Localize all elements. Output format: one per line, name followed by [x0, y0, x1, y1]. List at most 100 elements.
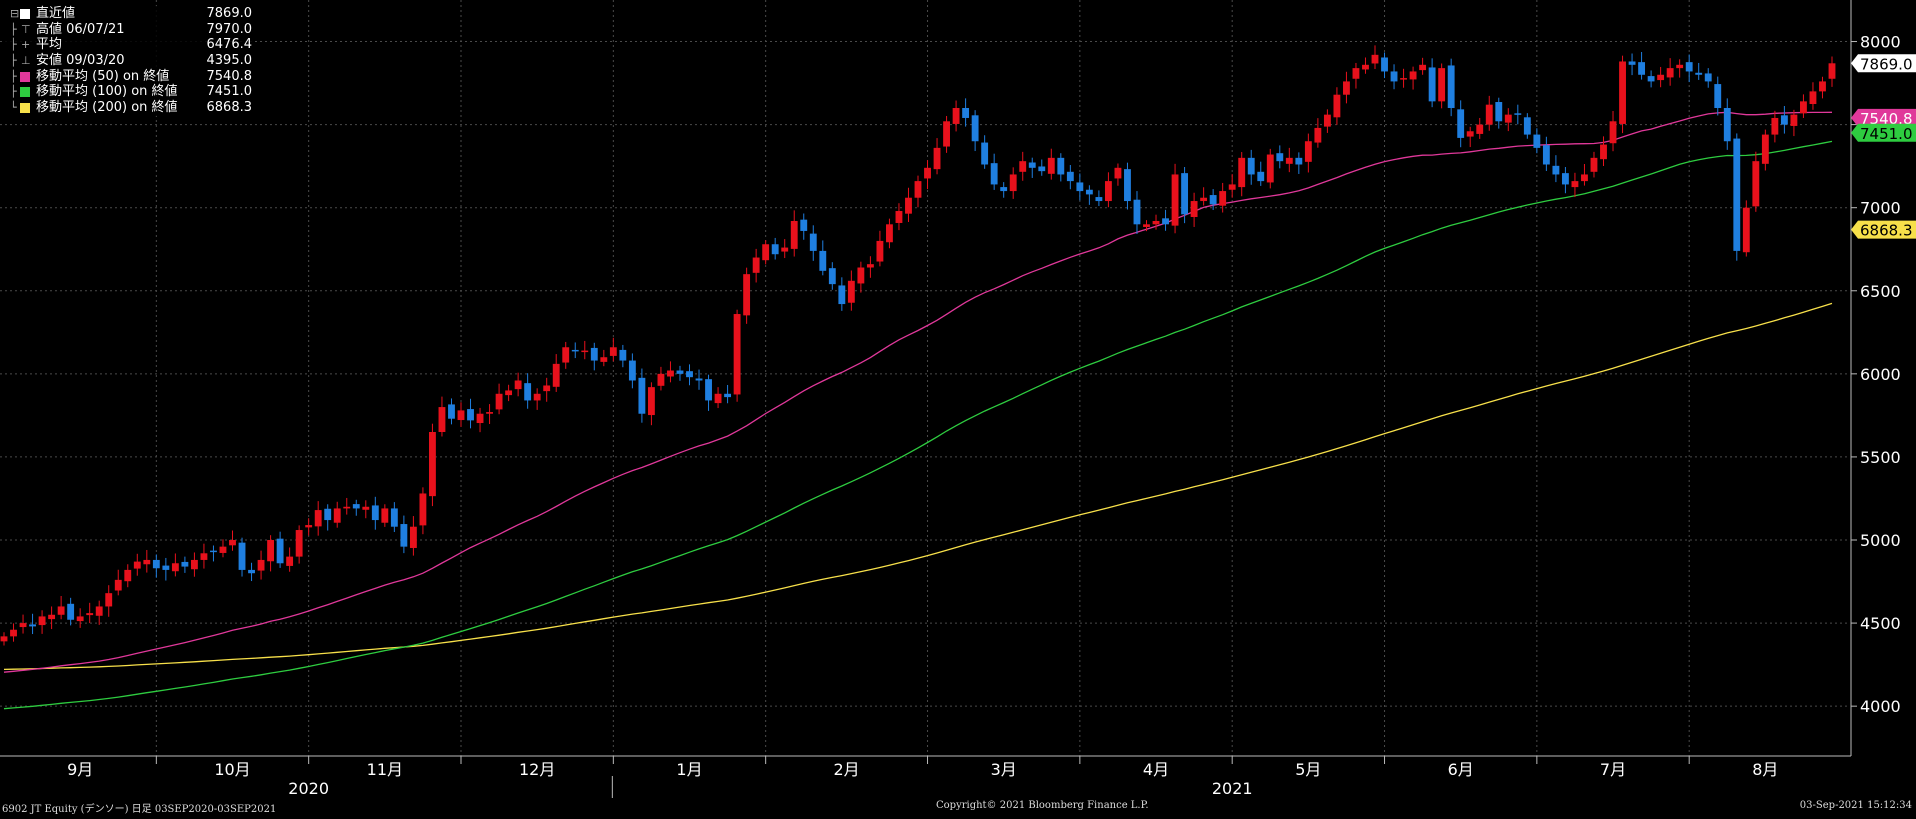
- legend-row: └ 移動平均 (200) on 終値 6868.3: [4, 100, 252, 116]
- candle-body: [886, 224, 893, 243]
- legend-label: 移動平均 (100) on 終値: [36, 84, 178, 100]
- legend-row: ├ ⊥ 安値 09/03/20 4395.0: [4, 53, 252, 69]
- candle-body: [1457, 109, 1465, 138]
- candle-body: [1124, 169, 1131, 202]
- candle-body: [1066, 171, 1074, 182]
- y-tick-label: 7000: [1860, 199, 1901, 218]
- candle-body: [943, 121, 950, 147]
- candle-body: [1523, 117, 1531, 135]
- legend-label: 移動平均 (50) on 終値: [36, 68, 170, 84]
- x-axis: 9月 10月 11月 12月 1月 2月 3月 4月 5月 6月 7月 8月 2020 2021: [67, 756, 1778, 798]
- x-tick-label: 2月: [834, 760, 860, 779]
- candle-body: [1780, 115, 1788, 125]
- candle-body: [1095, 197, 1103, 202]
- candles: [0, 45, 1836, 646]
- x-tick-label: 5月: [1295, 760, 1321, 779]
- candle-body: [267, 540, 275, 562]
- candle-body: [295, 530, 303, 557]
- candle-body: [1390, 71, 1398, 82]
- candle-body: [876, 240, 884, 262]
- candle-body: [1533, 134, 1541, 148]
- candle-body: [1447, 65, 1455, 108]
- candle-body: [924, 167, 931, 179]
- candle-body: [609, 347, 617, 356]
- candle-body: [76, 616, 84, 622]
- candle-body: [200, 553, 208, 560]
- candle-body: [0, 636, 8, 642]
- legend-tree-icon: └: [10, 101, 17, 115]
- y-axis: 400045005000550060006500700075008000: [0, 0, 1901, 757]
- legend-row: ├ + 平均 6476.4: [4, 37, 252, 53]
- legend-value: 6476.4: [206, 37, 253, 53]
- candle-body: [133, 561, 141, 569]
- legend-value: 7540.8: [206, 68, 253, 84]
- candle-body: [124, 569, 132, 582]
- candle-body: [905, 197, 912, 214]
- candle-body: [114, 579, 122, 591]
- last-value-text: 6868.3: [1860, 222, 1913, 240]
- legend-tree-icon: ├: [10, 69, 17, 83]
- candle-body: [857, 267, 865, 284]
- candle-body: [1333, 94, 1341, 118]
- candle-body: [952, 108, 960, 124]
- y-tick-label: 4500: [1860, 614, 1901, 633]
- candle-body: [229, 540, 236, 546]
- candle-body: [743, 274, 751, 316]
- candle-body: [1247, 157, 1255, 175]
- legend-swatch: [20, 87, 30, 98]
- candle-body: [1000, 187, 1008, 192]
- candle-body: [429, 432, 436, 497]
- candle-body: [1561, 173, 1569, 185]
- candle-body: [667, 370, 674, 377]
- candle-body: [143, 559, 151, 565]
- candle-body: [1209, 195, 1217, 205]
- candle-body: [1152, 220, 1160, 225]
- candle-body: [1171, 174, 1179, 226]
- candle-body: [1304, 141, 1312, 162]
- x-tick-label: 3月: [991, 760, 1017, 779]
- candle-body: [105, 593, 113, 607]
- last-value-text: 7451.0: [1860, 125, 1913, 143]
- legend-label: 平均: [36, 37, 63, 53]
- candle-body: [733, 314, 741, 395]
- candle-body: [571, 349, 579, 352]
- copyright: Copyright© 2021 Bloomberg Finance L.P.: [936, 800, 1149, 811]
- candle-body: [171, 563, 179, 572]
- candle-body: [981, 142, 989, 165]
- candle-body: [29, 624, 36, 627]
- candle-body: [1514, 113, 1522, 115]
- candle-body: [762, 244, 770, 261]
- candle-body: [1466, 131, 1474, 137]
- candle-body: [514, 380, 522, 390]
- candle-body: [1476, 124, 1484, 134]
- candle-body: [210, 550, 217, 553]
- x-tick-label: 6月: [1448, 760, 1474, 779]
- candle-body: [19, 623, 27, 628]
- candle-body: [819, 250, 827, 271]
- candle-body: [1600, 144, 1607, 160]
- candle-body: [1742, 207, 1750, 253]
- candle-body: [1409, 71, 1417, 80]
- candle-body: [752, 257, 760, 273]
- candle-body: [676, 370, 684, 374]
- candle-body: [1571, 181, 1579, 188]
- candle-body: [809, 233, 817, 251]
- legend-row: ├ ⊤ 高値 06/07/21 7970.0: [4, 22, 252, 38]
- candle-body: [705, 379, 712, 401]
- legend-swatch: [20, 103, 30, 114]
- candle-body: [1133, 199, 1141, 225]
- candle-body: [1657, 74, 1665, 81]
- legend-row: ├ 移動平均 (50) on 終値 7540.8: [4, 69, 252, 85]
- candle-body: [1219, 191, 1227, 206]
- candle-body: [1257, 171, 1265, 182]
- candle-body: [771, 244, 779, 255]
- candle-body: [1371, 54, 1379, 64]
- candle-body: [38, 616, 46, 626]
- legend-marker-icon: ⊥: [21, 54, 31, 68]
- candle-body: [1362, 64, 1369, 70]
- candle-body: [1228, 184, 1236, 190]
- candle-body: [1800, 101, 1807, 114]
- legend-tree-icon: ├: [10, 22, 17, 36]
- candle-body: [1790, 114, 1798, 126]
- x-tick-label: 4月: [1143, 760, 1169, 779]
